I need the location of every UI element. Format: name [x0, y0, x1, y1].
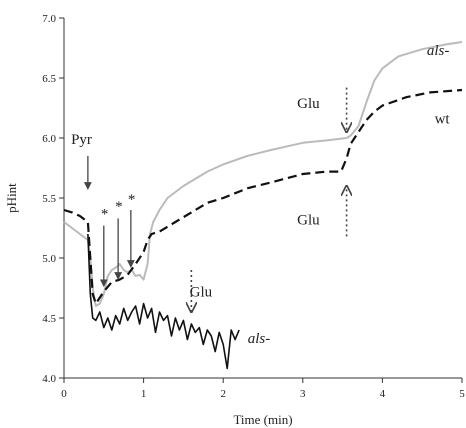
text-annotation-1: *: [101, 206, 109, 222]
y-axis-title: pHint: [4, 183, 19, 213]
annotation-layer: Pyr * * * Glu Glu Glu als-wt als-: [71, 43, 450, 347]
x-tick-label: 3: [300, 388, 306, 400]
x-tick-label: 0: [61, 388, 67, 400]
y-tick-label: 6.5: [42, 73, 56, 85]
y-tick-label: 4.0: [42, 373, 56, 385]
x-tick-label: 1: [141, 388, 147, 400]
text-annotation-5: Glu: [297, 96, 320, 112]
series-line-als-0: [63, 41, 463, 307]
text-annotation-8: wt: [435, 112, 451, 128]
y-tick-label: 7.0: [42, 13, 56, 25]
axes: 4.0 4.5 5.0 5.5 6.0 6.5 7.0 0 1 2 3 4 5: [42, 13, 465, 400]
y-tick-label: 5.5: [42, 193, 56, 205]
series-line-wt-1: [63, 88, 463, 305]
x-tick-label: 2: [220, 388, 226, 400]
series-layer: [63, 41, 463, 370]
y-tick-label: 4.5: [42, 313, 56, 325]
text-annotation-0: Pyr: [71, 132, 92, 148]
y-tick-label: 6.0: [42, 133, 56, 145]
text-annotation-2: *: [115, 199, 123, 215]
text-annotation-9: als-: [248, 331, 271, 347]
x-tick-label: 5: [459, 388, 465, 400]
text-annotation-4: Glu: [190, 284, 213, 300]
text-annotation-6: Glu: [297, 212, 320, 228]
x-axis-title: Time (min): [233, 412, 292, 427]
text-annotation-7: als-: [427, 43, 450, 59]
text-annotation-3: *: [128, 192, 136, 208]
x-tick-label: 4: [380, 388, 386, 400]
y-tick-label: 5.0: [42, 253, 56, 265]
series-line-als-2: [87, 233, 240, 370]
